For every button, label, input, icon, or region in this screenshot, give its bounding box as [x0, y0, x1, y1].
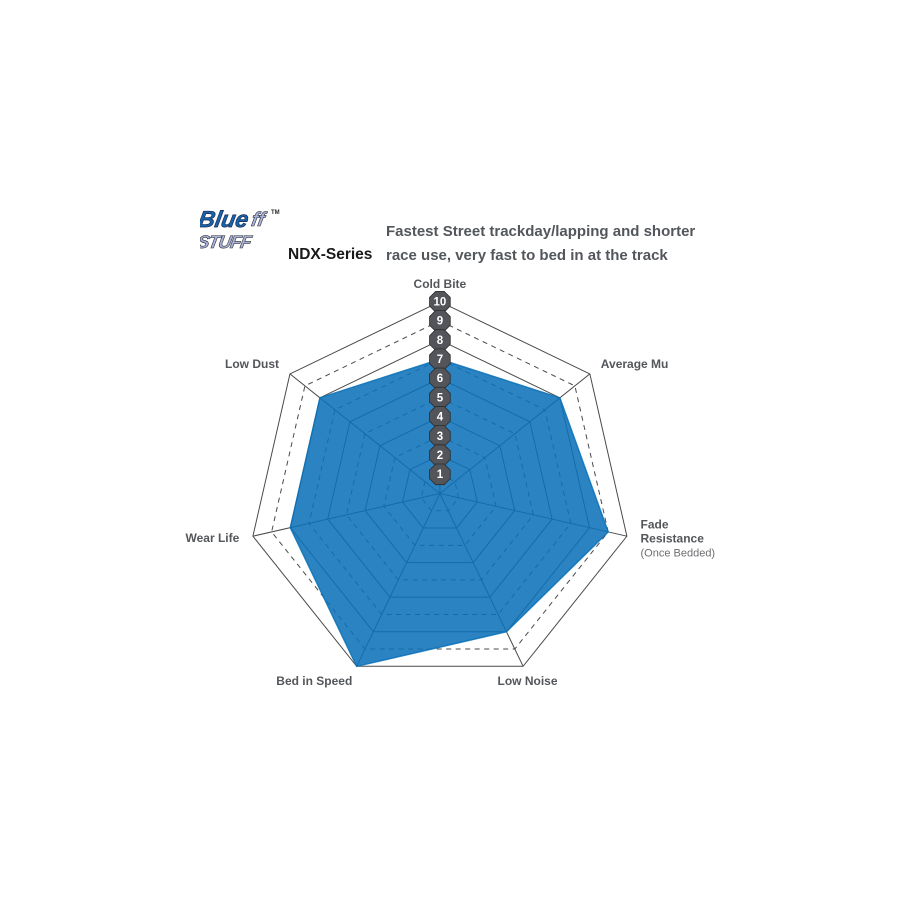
svg-text:8: 8 [437, 335, 444, 347]
svg-text:1: 1 [437, 469, 444, 481]
svg-text:5: 5 [437, 392, 444, 404]
svg-text:4: 4 [437, 412, 444, 424]
svg-text:6: 6 [437, 373, 443, 385]
svg-text:3: 3 [437, 431, 443, 443]
svg-text:10: 10 [434, 297, 447, 309]
svg-text:2: 2 [437, 450, 443, 462]
svg-text:7: 7 [437, 354, 443, 366]
svg-text:9: 9 [437, 316, 443, 328]
